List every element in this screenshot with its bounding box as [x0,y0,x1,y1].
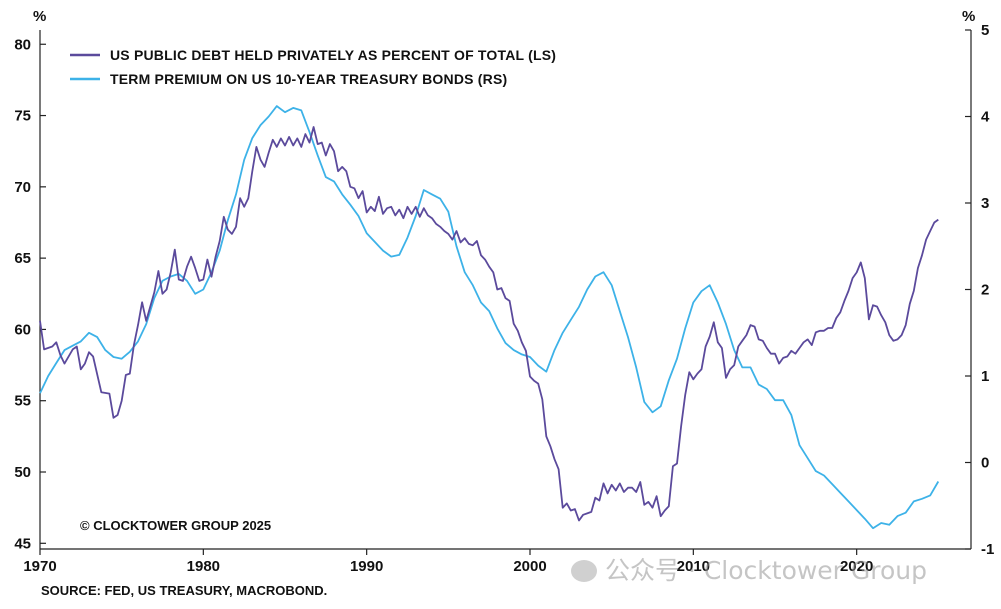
left-tick-label: 75 [14,108,31,125]
x-tick-label: 1970 [23,558,56,575]
right-tick-label: 1 [981,368,989,385]
watermark-text: 公众号 · Clocktower Group [605,556,928,585]
legend-label: TERM PREMIUM ON US 10-YEAR TREASURY BOND… [110,71,507,87]
source-note: SOURCE: FED, US TREASURY, MACROBOND. [41,583,328,598]
left-tick-label: 55 [14,393,31,410]
left-tick-label: 45 [14,535,31,552]
x-tick-label: 2010 [677,558,710,575]
right-tick-label: 4 [981,109,990,126]
series-line-public-debt [39,126,939,522]
legend: US PUBLIC DEBT HELD PRIVATELY AS PERCENT… [70,47,556,87]
right-tick-label: 3 [981,195,989,212]
series-group [39,105,940,530]
watermark: 公众号 · Clocktower Group [571,551,927,587]
right-tick-label: 0 [981,455,989,472]
copyright-note: © CLOCKTOWER GROUP 2025 [80,518,271,533]
legend-label: US PUBLIC DEBT HELD PRIVATELY AS PERCENT… [110,47,556,63]
left-tick-label: 80 [14,36,31,53]
right-tick-label: 5 [981,22,989,39]
right-axis-unit-label: % [962,8,975,25]
x-tick-label: 1990 [350,558,383,575]
x-tick-label: 2000 [513,558,546,575]
left-tick-label: 60 [14,321,31,338]
x-tick-label: 2020 [840,558,873,575]
left-tick-label: 70 [14,179,31,196]
wechat-icon [571,560,597,582]
right-tick-label: -1 [981,541,994,558]
series-line-term-premium [39,105,940,530]
left-axis-unit-label: % [33,8,46,25]
left-tick-label: 65 [14,250,31,267]
left-tick-label: 50 [14,464,31,481]
x-tick-label: 1980 [187,558,220,575]
right-tick-label: 2 [981,282,989,299]
